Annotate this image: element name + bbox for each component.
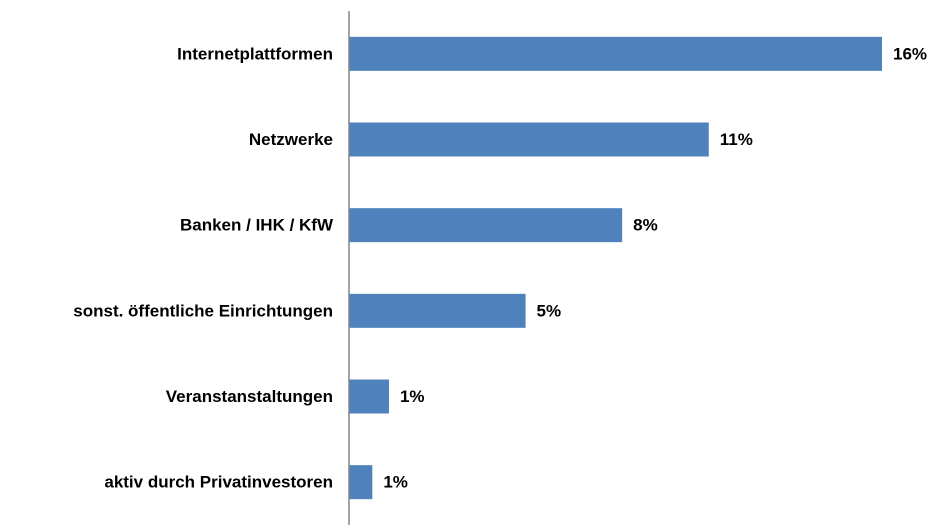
category-label: Veranstanstaltungen — [166, 387, 333, 406]
value-label: 16% — [893, 44, 927, 63]
value-label: 1% — [400, 387, 425, 406]
category-label: Internetplattformen — [177, 44, 333, 63]
category-label: aktiv durch Privatinvestoren — [104, 473, 333, 492]
value-label: 11% — [720, 130, 753, 149]
bar — [349, 293, 526, 328]
category-label: sonst. öffentliche Einrichtungen — [73, 301, 333, 320]
category-label: Netzwerke — [249, 130, 333, 149]
bar — [349, 36, 882, 71]
category-label: Banken / IHK / KfW — [180, 216, 334, 235]
value-label: 5% — [537, 301, 562, 320]
bar — [349, 208, 623, 243]
value-label: 1% — [383, 473, 408, 492]
value-label: 8% — [633, 216, 658, 235]
bar — [349, 465, 373, 500]
bar — [349, 122, 709, 157]
bar — [349, 379, 389, 414]
